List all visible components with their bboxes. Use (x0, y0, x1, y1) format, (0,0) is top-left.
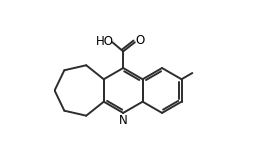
Text: HO: HO (96, 35, 114, 48)
Text: O: O (136, 34, 145, 47)
Text: N: N (119, 114, 128, 127)
